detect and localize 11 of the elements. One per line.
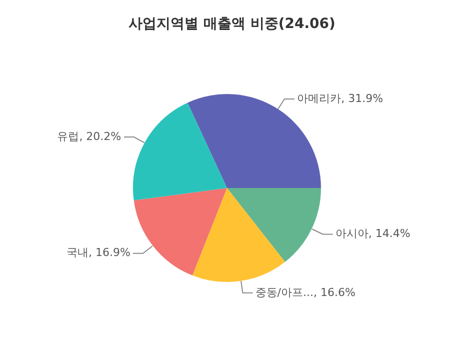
data-label: , 16.6% [313,286,356,299]
chart-title: 사업지역별 매출액 비중(24.06) [128,15,336,33]
slice-label: 아시아 [335,227,368,240]
data-label: , 20.2% [79,130,122,143]
data-label: , 31.9% [341,92,384,105]
slice-label: 중동/아프... [255,286,314,299]
data-label: , 14.4% [368,227,410,240]
slice-label: 국내 [66,246,89,260]
data-label: , 16.9% [88,246,130,260]
slice-label: 유럽 [57,130,80,143]
slice-label: 아메리카 [297,92,342,105]
